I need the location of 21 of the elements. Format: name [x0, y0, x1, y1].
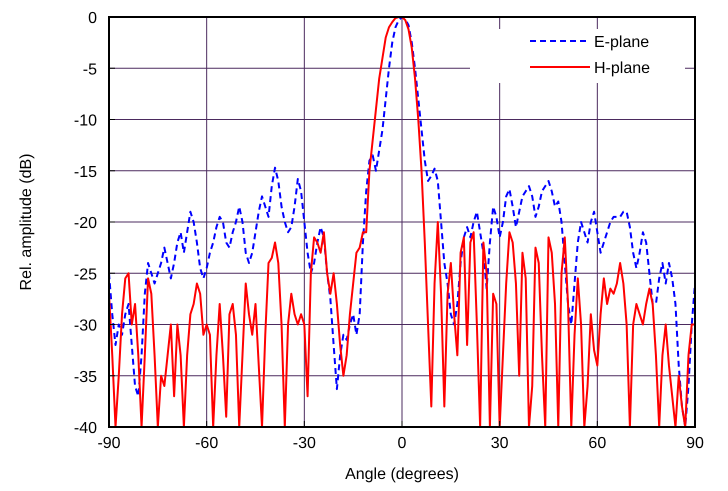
y-axis-title: Rel. amplitude (dB): [18, 154, 35, 290]
y-tick-label: -35: [74, 368, 98, 386]
x-tick-label: 60: [588, 435, 606, 452]
y-tick-label: -30: [74, 318, 98, 334]
x-tick-label: -60: [195, 435, 218, 452]
x-tick-label: -30: [292, 435, 316, 452]
y-tick-label: -5: [82, 61, 98, 78]
x-tick-label: -90: [97, 435, 121, 452]
y-tick-label: -10: [74, 112, 98, 130]
line-series: [109, 16, 695, 428]
y-tick-label: -25: [74, 266, 98, 284]
y-tick-label: -20: [74, 215, 98, 232]
x-tick-label: 90: [686, 435, 704, 452]
y-tick-label: -15: [74, 164, 98, 181]
x-tick-label: 0: [398, 435, 407, 452]
y-tick-label: -40: [74, 420, 98, 437]
legend-label: H-plane: [594, 60, 650, 77]
x-tick-label: 30: [490, 435, 509, 452]
x-axis-title: Angle (degrees): [345, 466, 459, 483]
legend-label: E-plane: [594, 34, 650, 51]
y-tick-label: 0: [88, 10, 98, 27]
